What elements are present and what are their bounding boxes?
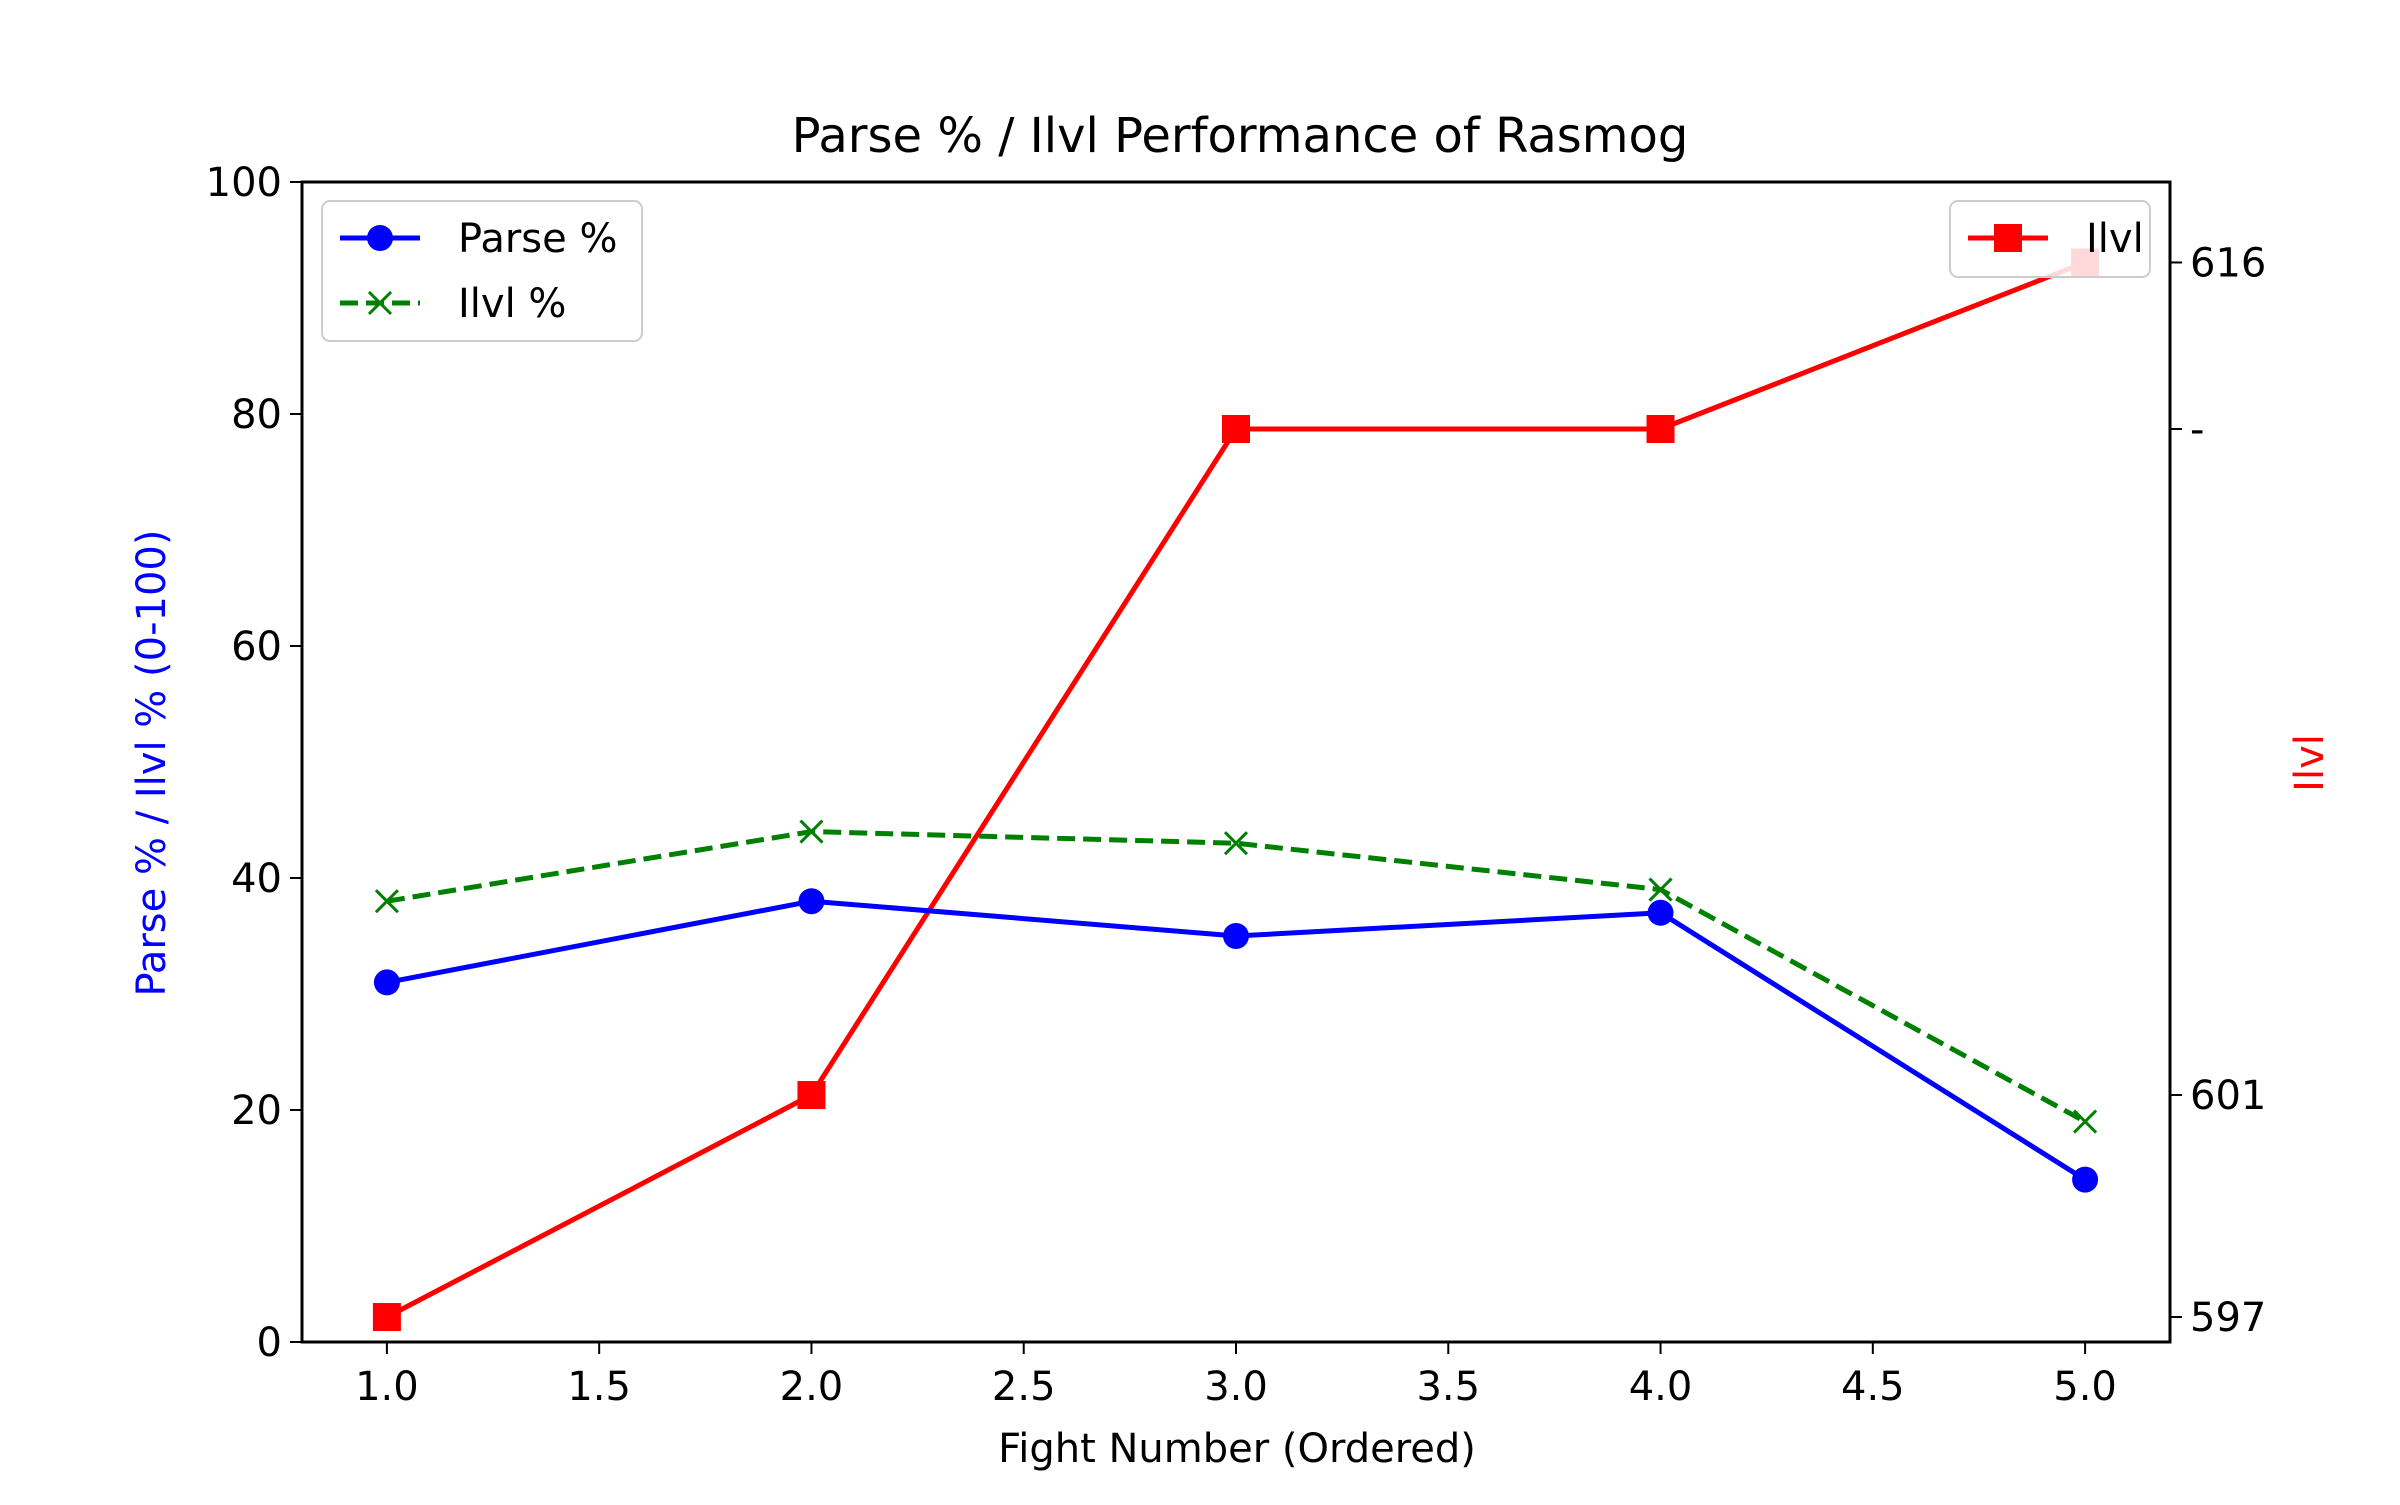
data-point-parse xyxy=(1223,923,1249,949)
y-right-tick-label: - xyxy=(2190,407,2204,453)
data-point-ilvl xyxy=(1222,414,1250,443)
data-point-ilvl xyxy=(2073,1109,2098,1134)
legend-box-right xyxy=(1949,200,2151,278)
y-right-tick-label: 601 xyxy=(2190,1073,2266,1119)
x-tick-label: 1.5 xyxy=(567,1364,631,1410)
data-point-parse xyxy=(373,969,400,996)
x-tick-label: 4.5 xyxy=(1841,1364,1905,1410)
y-left-tick-label: 40 xyxy=(231,856,282,902)
y-left-tick-label: 0 xyxy=(257,1320,282,1366)
x-axis-label: Fight Number (Ordered) xyxy=(998,1426,1476,1472)
x-tick-label: 1.0 xyxy=(355,1364,419,1410)
legend-label-ilvl: Ilvl xyxy=(2086,216,2144,262)
x-tick-label: 3.5 xyxy=(1416,1364,1480,1410)
data-point-ilvl xyxy=(1223,831,1249,856)
data-point-ilvl xyxy=(799,819,824,844)
x-tick-label: 5.0 xyxy=(2053,1364,2117,1410)
y-left-tick-label: 100 xyxy=(206,160,282,206)
y-axis-right-label: Ilvl xyxy=(2287,734,2333,792)
data-point-parse xyxy=(2072,1166,2099,1193)
data-point-ilvl xyxy=(372,1303,401,1332)
x-tick-label: 4.0 xyxy=(1629,1364,1693,1410)
chart-title: Parse % / Ilvl Performance of Rasmog xyxy=(792,108,1689,164)
plot-marks: 1.0 1.5 2.0 2.5 3.0 3.5 4.0 4.5 5.0 0 20 40 60 80 100 5… xyxy=(206,160,2267,1410)
x-tick-label: 3.0 xyxy=(1204,1364,1268,1410)
y-left-tick-label: 20 xyxy=(231,1088,282,1134)
x-tick-label: 2.5 xyxy=(992,1364,1056,1410)
legend-marker-ilvl xyxy=(367,290,393,316)
y-right-tick-label: 616 xyxy=(2190,240,2266,286)
legend-label-ilvl: Ilvl % xyxy=(458,281,566,327)
y-right-tick-label: 597 xyxy=(2190,1295,2266,1341)
data-point-parse xyxy=(1647,899,1674,926)
y-left-tick-label: 60 xyxy=(231,624,282,670)
x-tick-label: 2.0 xyxy=(780,1364,844,1410)
plot-frame xyxy=(300,180,2172,1344)
series-line-ilvl xyxy=(386,829,2087,1124)
y-left-tick-label: 80 xyxy=(231,392,282,438)
legend-label-parse: Parse % xyxy=(458,216,617,262)
legend-marker-ilvl xyxy=(1994,224,2022,252)
data-point-ilvl xyxy=(797,1081,826,1110)
data-point-ilvl xyxy=(374,889,399,914)
data-point-parse xyxy=(798,888,825,915)
data-point-ilvl xyxy=(1648,877,1673,902)
data-point-ilvl xyxy=(1646,414,1675,443)
legend-marker-parse xyxy=(367,225,393,251)
y-axis-left-label: Parse % / Ilvl % (0-100) xyxy=(129,530,175,997)
